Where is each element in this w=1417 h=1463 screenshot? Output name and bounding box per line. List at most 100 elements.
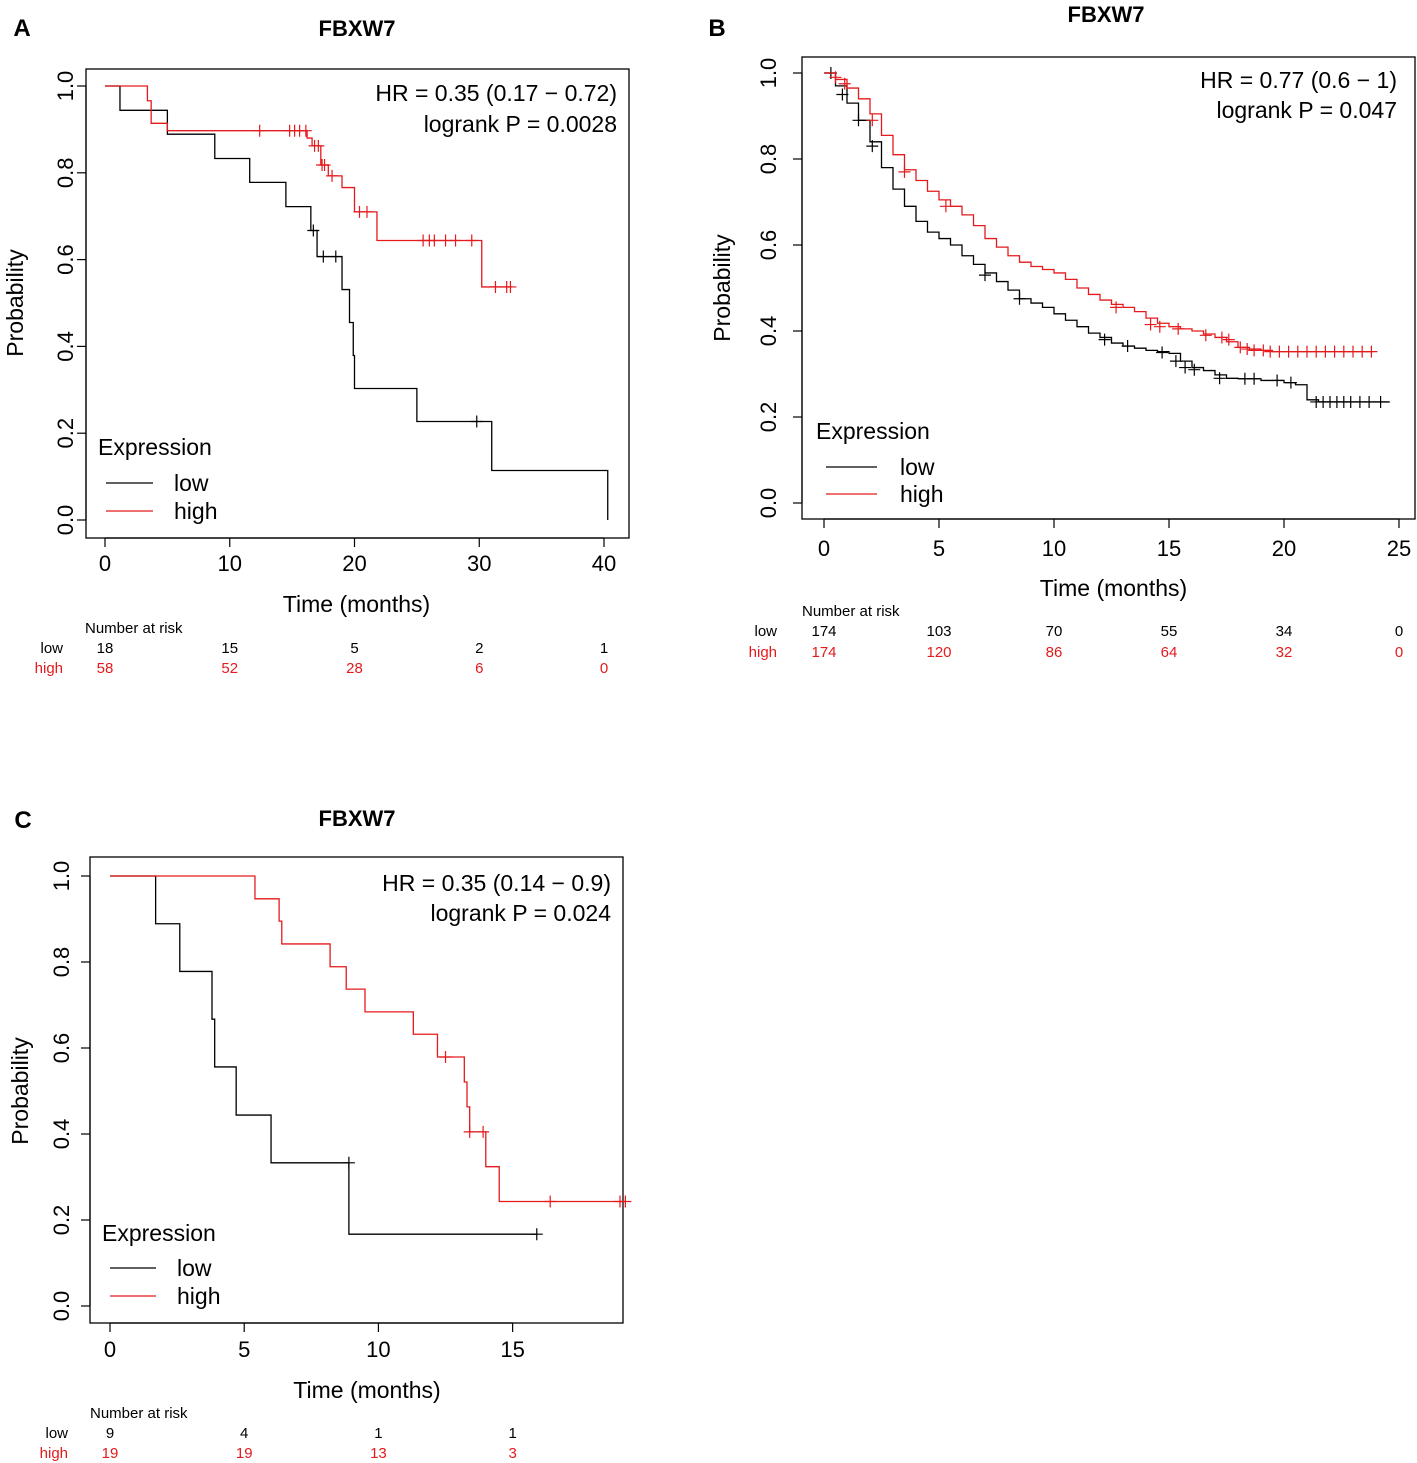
risk-value-low: 55 xyxy=(1161,623,1178,640)
survival-curve-low xyxy=(824,72,1390,403)
censor-mark-low xyxy=(866,140,879,153)
x-tick-label: 30 xyxy=(467,551,491,576)
censor-mark-low xyxy=(1271,374,1284,387)
y-tick-label: 0.6 xyxy=(756,230,781,261)
legend-label-low: low xyxy=(177,1255,212,1281)
logrank-p-text: logrank P = 0.0028 xyxy=(424,111,617,137)
risk-value-low: 0 xyxy=(1395,623,1403,640)
risk-value-high: 52 xyxy=(221,660,238,677)
censor-mark-high xyxy=(1257,344,1270,357)
x-tick-label: 0 xyxy=(104,1337,116,1362)
y-tick-label: 1.0 xyxy=(53,71,78,102)
risk-table-header: Number at risk xyxy=(90,1405,188,1422)
censor-mark-low xyxy=(1248,372,1261,385)
x-tick-label: 20 xyxy=(342,551,366,576)
survival-curve-low xyxy=(110,875,537,1235)
censor-mark-high xyxy=(465,234,478,247)
x-axis-label: Time (months) xyxy=(283,591,430,617)
chart-title: FBXW7 xyxy=(319,806,396,831)
y-axis-label: Probability xyxy=(7,1037,33,1145)
risk-value-high: 19 xyxy=(236,1445,253,1462)
censor-mark-high xyxy=(544,1195,557,1208)
censor-mark-high xyxy=(1153,320,1166,333)
censor-mark-low xyxy=(1013,292,1026,305)
censor-mark-low xyxy=(979,269,991,282)
plot-frame xyxy=(89,856,624,1324)
risk-value-low: 1 xyxy=(600,640,608,657)
legend-label-high: high xyxy=(900,481,943,507)
x-tick-label: 10 xyxy=(366,1337,390,1362)
x-tick-label: 15 xyxy=(500,1337,524,1362)
risk-value-low: 5 xyxy=(350,640,358,657)
risk-row-label-low: low xyxy=(40,640,63,657)
risk-row-label-high: high xyxy=(749,644,777,661)
censor-mark-high xyxy=(829,71,842,84)
censor-mark-high xyxy=(1110,301,1123,314)
y-axis-label: Probability xyxy=(709,234,735,342)
plot-frame xyxy=(85,68,630,539)
censor-mark-low xyxy=(317,250,330,263)
x-tick-label: 5 xyxy=(933,536,945,561)
risk-value-high: 6 xyxy=(475,660,483,677)
censor-mark-low xyxy=(836,88,849,101)
y-axis-label: Probability xyxy=(2,249,28,357)
risk-value-low: 15 xyxy=(221,640,238,657)
risk-value-high: 19 xyxy=(102,1445,119,1462)
x-tick-label: 10 xyxy=(1042,536,1066,561)
y-tick-label: 0.6 xyxy=(49,1033,74,1064)
risk-value-high: 13 xyxy=(370,1445,387,1462)
y-tick-label: 0.4 xyxy=(756,316,781,347)
plot-frame xyxy=(801,56,1416,520)
censor-mark-high xyxy=(489,280,502,293)
censor-mark-low xyxy=(1179,361,1192,374)
legend-title: Expression xyxy=(102,1220,216,1246)
censor-mark-low xyxy=(1374,395,1387,408)
y-tick-label: 0.0 xyxy=(53,505,78,536)
censor-mark-low xyxy=(1213,372,1226,385)
y-tick-label: 1.0 xyxy=(756,58,781,89)
risk-row-label-low: low xyxy=(45,1425,68,1442)
x-tick-label: 40 xyxy=(592,551,616,576)
y-tick-label: 0.8 xyxy=(756,144,781,175)
risk-value-low: 34 xyxy=(1276,623,1293,640)
risk-value-high: 0 xyxy=(1395,644,1403,661)
censor-mark-high xyxy=(449,234,462,247)
censor-mark-high xyxy=(1172,322,1185,335)
risk-value-high: 28 xyxy=(346,660,363,677)
censor-mark-high xyxy=(439,1051,452,1064)
x-tick-label: 0 xyxy=(99,551,111,576)
risk-value-high: 32 xyxy=(1276,644,1293,661)
censor-mark-high xyxy=(253,124,266,137)
legend-label-low: low xyxy=(174,470,209,496)
y-tick-label: 0.2 xyxy=(49,1205,74,1236)
x-tick-label: 25 xyxy=(1387,536,1411,561)
censor-mark-low xyxy=(329,250,342,263)
risk-value-low: 2 xyxy=(475,640,483,657)
logrank-p-text: logrank P = 0.024 xyxy=(430,900,611,926)
hazard-ratio-text: HR = 0.77 (0.6 − 1) xyxy=(1200,67,1397,93)
censor-mark-low xyxy=(470,415,483,428)
censor-mark-high xyxy=(1241,343,1254,356)
censor-mark-low xyxy=(1284,376,1297,389)
censor-mark-low xyxy=(307,224,320,237)
censor-mark-low xyxy=(1121,340,1134,353)
chart-title: FBXW7 xyxy=(1068,2,1145,27)
hazard-ratio-text: HR = 0.35 (0.14 − 0.9) xyxy=(382,870,611,896)
risk-value-low: 4 xyxy=(240,1425,248,1442)
panel-b: B FBXW7 0.0 0.2 0.4 0.6 0.8 1.0 Probability 0 5 10 1… xyxy=(708,2,1416,661)
survival-curve-high xyxy=(824,72,1374,353)
censor-mark-high xyxy=(1234,341,1247,354)
risk-value-high: 120 xyxy=(926,644,951,661)
censor-mark-high xyxy=(318,158,331,171)
y-tick-label: 0.2 xyxy=(53,418,78,449)
censor-mark-high xyxy=(463,1125,476,1138)
censor-mark-low xyxy=(852,114,865,127)
censor-mark-high xyxy=(312,139,325,152)
risk-table-header: Number at risk xyxy=(85,620,183,637)
risk-value-high: 0 xyxy=(600,660,608,677)
censor-mark-low xyxy=(1363,395,1376,408)
chart-title: FBXW7 xyxy=(319,16,396,41)
censor-mark-low xyxy=(342,1156,355,1169)
panel-label: B xyxy=(708,15,725,42)
survival-curve-high xyxy=(105,85,512,288)
